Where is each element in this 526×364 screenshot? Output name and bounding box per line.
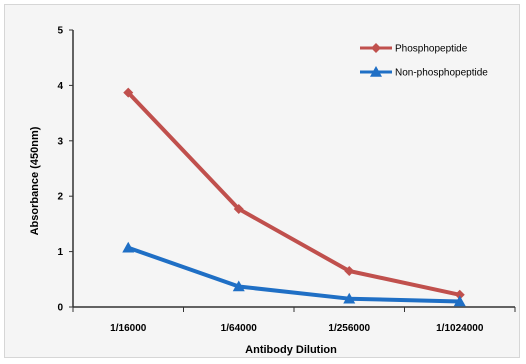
legend-label: Phosphopeptide [395,44,468,55]
legend-swatch-marker [371,43,381,53]
y-tick-label: 5 [57,26,63,37]
y-axis-ticks: 0 1 2 3 4 5 [57,26,73,314]
legend-swatch-marker [370,66,382,77]
data-point-marker [454,289,465,300]
x-tick-label: 1/1024000 [436,323,484,334]
x-axis-label: Antibody Dilution [245,344,337,356]
line-chart: 0 1 2 3 4 5 1/16000 1/64000 1/256000 1/1024000 P… [29,26,516,356]
data-point-marker [122,241,135,253]
legend: Phosphopeptide Non-phosphopeptide [360,43,488,79]
x-tick-label: 1/64000 [221,323,258,334]
series-phosphopeptide [123,87,465,300]
legend-item: Non-phosphopeptide [360,66,488,79]
y-tick-label: 1 [57,247,63,258]
series-line [126,90,462,297]
data-point-marker [343,292,356,304]
series-non-phosphopeptide [122,241,466,307]
x-axis-ticks: 1/16000 1/64000 1/256000 1/1024000 [72,307,516,334]
series-layer [122,87,466,307]
x-tick-label: 1/256000 [328,323,370,334]
y-tick-label: 4 [57,81,63,92]
y-tick-label: 2 [57,192,63,203]
legend-label: Non-phosphopeptide [395,68,488,79]
y-tick-label: 3 [57,136,63,147]
chart-frame: 0 1 2 3 4 5 1/16000 1/64000 1/256000 1/1024000 P… [4,4,520,358]
data-point-marker [232,280,245,292]
data-point-marker [123,87,134,98]
data-point-marker [233,203,244,214]
series-line [126,245,462,304]
y-axis-label: Absorbance (450nm) [29,126,41,235]
data-point-marker [453,295,466,307]
legend-item: Phosphopeptide [360,43,468,55]
x-tick-label: 1/16000 [110,323,147,334]
y-tick-label: 0 [57,303,63,314]
data-point-marker [344,265,355,276]
